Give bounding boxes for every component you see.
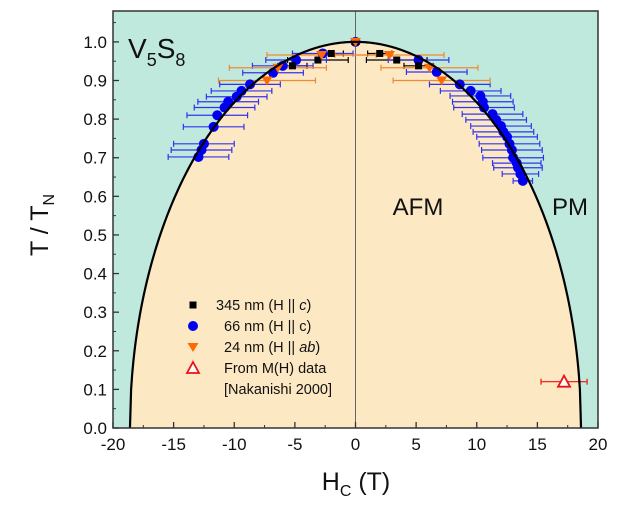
data-point xyxy=(314,56,322,64)
x-tick-label: -15 xyxy=(161,435,186,454)
data-point xyxy=(479,102,490,113)
x-tick-label: -20 xyxy=(101,435,126,454)
legend-label: From M(H) data xyxy=(224,361,327,377)
data-point xyxy=(288,62,296,70)
data-point xyxy=(465,85,476,96)
legend-marker xyxy=(189,301,197,309)
legend-label: 66 nm (H || c) xyxy=(224,319,311,335)
data-point xyxy=(261,76,273,86)
region-label-afm: AFM xyxy=(393,194,444,221)
y-tick-label: 1.0 xyxy=(83,33,107,52)
y-tick-label: 0.8 xyxy=(83,110,107,129)
y-tick-label: 0.9 xyxy=(83,72,107,91)
legend-marker xyxy=(185,360,201,374)
data-point xyxy=(327,49,335,57)
data-point xyxy=(556,373,572,388)
y-tick-label: 0.2 xyxy=(83,342,107,361)
x-tick-label: -10 xyxy=(222,435,247,454)
legend-marker xyxy=(187,343,199,352)
legend-marker xyxy=(188,321,198,331)
y-tick-label: 0.4 xyxy=(83,265,107,284)
data-point xyxy=(245,79,256,90)
legend-label-ref: [Nakanishi 2000] xyxy=(224,382,332,398)
region-label-pm: PM xyxy=(552,194,588,221)
data-point xyxy=(316,51,328,61)
y-tick-label: 0.1 xyxy=(83,380,107,399)
x-tick-label: 15 xyxy=(528,435,547,454)
data-point xyxy=(376,49,384,57)
y-tick-label: 0.7 xyxy=(83,149,107,168)
data-point xyxy=(212,110,223,121)
y-tick-label: 0.0 xyxy=(83,419,107,438)
y-tick-label: 0.3 xyxy=(83,303,107,322)
legend-label: 24 nm (H || ab) xyxy=(224,340,320,356)
legend: 345 nm (H || c) 66 nm (H || c) 24 nm (H ||… xyxy=(185,298,332,398)
x-tick-label: 5 xyxy=(411,435,420,454)
x-tick-label: 10 xyxy=(467,435,486,454)
x-tick-label: -5 xyxy=(287,435,302,454)
x-axis-title: HC (T) xyxy=(322,468,391,500)
phase-boundary-curve xyxy=(128,40,583,429)
y-axis-title: T / TN xyxy=(26,194,58,256)
data-point xyxy=(393,56,401,64)
series-markers-3 xyxy=(556,373,572,388)
x-tick-label: 0 xyxy=(351,435,360,454)
data-point xyxy=(415,62,423,70)
legend-label: 345 nm (H || c) xyxy=(216,298,311,314)
data-point xyxy=(436,76,448,86)
y-tick-label: 0.6 xyxy=(83,187,107,206)
data-point xyxy=(517,175,528,186)
compound-label: V5S8 xyxy=(128,33,185,70)
y-tick-label: 0.5 xyxy=(83,226,107,245)
x-tick-label: 20 xyxy=(589,435,608,454)
data-point xyxy=(383,51,395,61)
data-point xyxy=(223,96,234,107)
